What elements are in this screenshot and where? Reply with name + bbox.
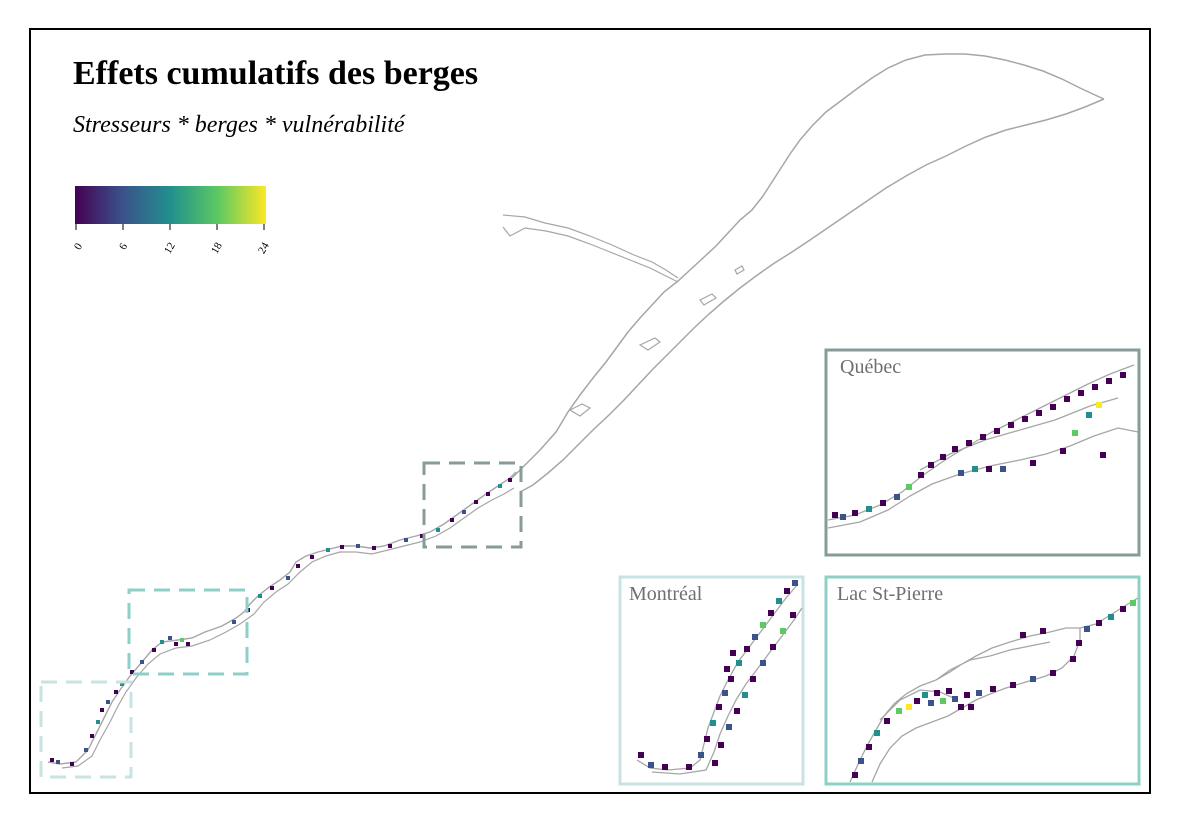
lac-st-pierre-extent-box [127, 588, 249, 676]
estuary-island [568, 265, 745, 417]
inset-quebec-cells [832, 372, 1126, 520]
inset-quebec [824, 348, 1141, 557]
inset-montreal-cells [638, 580, 798, 770]
inset-lac-st-pierre-frame [824, 575, 1141, 786]
inset-montreal [618, 575, 805, 786]
inset-lac-st-pierre-label: Lac St-Pierre [837, 583, 944, 605]
inset-quebec-label: Québec [840, 356, 902, 378]
montreal-extent-box [39, 680, 133, 779]
river-shoreline-south [61, 487, 515, 769]
shoreline-north [511, 53, 1105, 479]
river-effect-cells [50, 478, 512, 766]
inset-lac-st-pierre [824, 575, 1141, 786]
inset-quebec-frame [824, 348, 1141, 557]
inset-lac-st-pierre-cells [852, 600, 1136, 778]
inset-montreal-frame [618, 575, 805, 786]
inset-montreal-label: Montréal [629, 583, 703, 605]
quebec-extent-box [422, 461, 523, 549]
colorbar-legend [75, 186, 266, 230]
map-title: Effets cumulatifs des berges [73, 55, 479, 92]
shoreline-south [519, 98, 1105, 493]
colorbar-gradient [75, 186, 266, 224]
map-subtitle: Stresseurs * berges * vulnérabilité [73, 112, 405, 138]
river-shoreline [47, 471, 517, 765]
saguenay-fjord [502, 214, 679, 283]
